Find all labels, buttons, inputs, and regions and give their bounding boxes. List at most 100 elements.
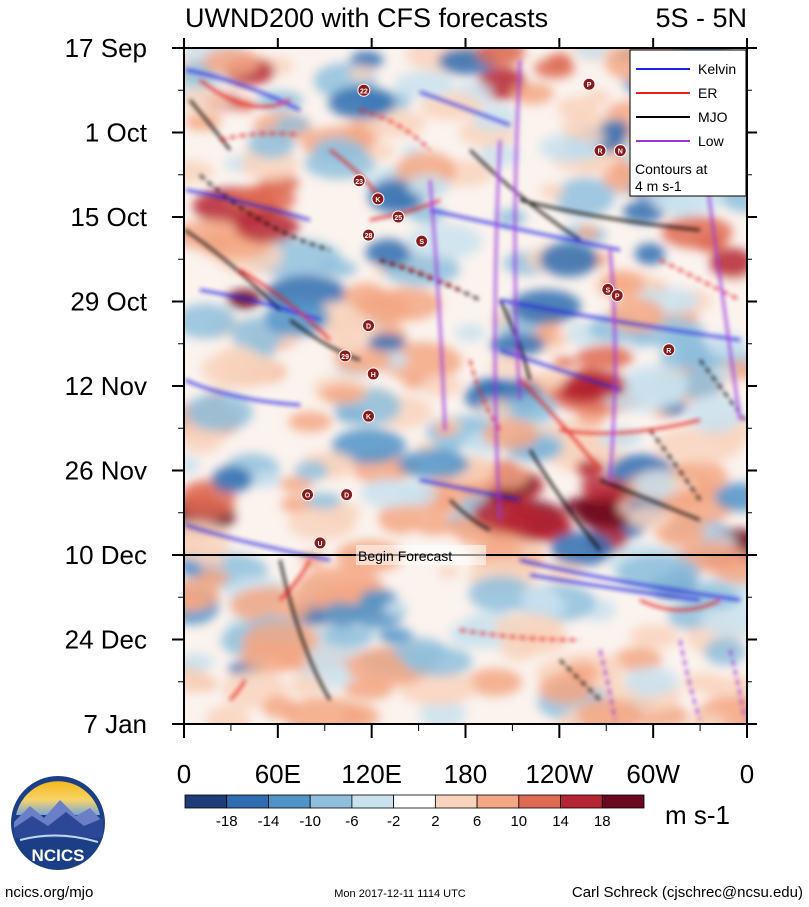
shading-patch (184, 653, 215, 672)
y-tick-label: 10 Dec (65, 540, 147, 570)
storm-marker-label: R (666, 348, 671, 355)
shading-patch (710, 365, 736, 379)
shading-patch (184, 669, 214, 693)
shading-patch (378, 627, 414, 644)
legend-label-kelvin: Kelvin (698, 61, 736, 77)
shading-patch (499, 634, 538, 662)
shading-patch (359, 589, 398, 606)
colorbar-swatch (601, 794, 645, 809)
storm-marker-label: 23 (355, 179, 363, 186)
shading-patch (544, 559, 583, 584)
storm-marker-label: 25 (394, 215, 402, 222)
colorbar-swatch (268, 794, 311, 809)
y-tick-label: 17 Sep (65, 33, 147, 63)
colorbar-label: 18 (594, 813, 611, 830)
shading-patch (634, 243, 666, 265)
shading-patch (448, 621, 494, 649)
shading-patch (348, 66, 375, 81)
shading-patch (576, 226, 599, 240)
colorbar-label: -14 (258, 813, 280, 830)
legend: Kelvin ER MJO Low Contours at4 m s-1 (629, 49, 747, 197)
x-tick-label: 0 (177, 759, 191, 789)
y-tick-label: 15 Oct (70, 202, 147, 232)
colorbar-label: -6 (345, 813, 358, 830)
storm-marker-label: K (366, 414, 371, 421)
shading-patch (304, 147, 376, 180)
shading-patch (184, 592, 206, 612)
footer-author: Carl Schreck (cjschrec@ncsu.edu) (572, 884, 803, 901)
legend-label-low: Low (698, 133, 725, 149)
shading-patch (414, 516, 456, 536)
shading-patch (184, 455, 201, 475)
shading-patch (321, 601, 361, 627)
shading-patch (383, 600, 409, 616)
shading-patch (328, 86, 396, 120)
shading-patch (318, 259, 358, 278)
legend-box (629, 49, 747, 197)
y-tick-label: 26 Nov (65, 456, 147, 486)
storm-marker: 25 (391, 210, 405, 224)
shading-patch (184, 86, 232, 118)
colorbar-swatch (393, 794, 436, 809)
colorbar: -18 -14 -10 -6 -2 2 6 10 14 18 (184, 794, 645, 830)
y-tick-label: 29 Oct (70, 287, 147, 317)
shading-patch (519, 542, 546, 558)
shading-patch (575, 48, 609, 60)
shading-patch (360, 478, 416, 508)
storm-marker-label: D (366, 324, 371, 331)
shading-patch (688, 712, 727, 724)
shading-patch (393, 637, 447, 665)
x-tick-label: 120E (341, 759, 402, 789)
storm-marker: K (371, 192, 385, 206)
colorbar-unit: m s-1 (665, 800, 730, 830)
shading-patch (367, 333, 406, 352)
colorbar-label: 14 (552, 813, 569, 830)
contour-line (184, 68, 741, 602)
shading-patch (580, 477, 626, 497)
shading-patch (510, 289, 581, 324)
shading-patch (319, 384, 366, 405)
shading-patch (467, 668, 523, 697)
shading-patch (562, 371, 629, 399)
storm-marker: S (601, 282, 615, 296)
chart-title: UWND200 with CFS forecasts (185, 3, 548, 33)
shading-patch (397, 449, 470, 479)
shading-patch (677, 368, 723, 399)
storm-marker: H (366, 367, 380, 381)
shading-patch (254, 471, 282, 488)
shading-patch (373, 287, 441, 321)
shading-patch (519, 585, 559, 609)
storm-marker: 28 (362, 228, 376, 242)
colorbar-swatch (351, 794, 395, 809)
shading-patch (229, 586, 314, 625)
shading-patch (192, 490, 215, 505)
colorbar-swatch (518, 794, 561, 809)
forecast-label: Begin Forecast (358, 548, 452, 564)
shading-patch (202, 48, 261, 76)
shading-patch (608, 297, 666, 333)
shading-patch (624, 666, 678, 697)
storm-marker-label: P (587, 82, 592, 89)
shading-patch (712, 555, 747, 584)
shading-patch (714, 482, 747, 512)
shading-patch (539, 183, 565, 200)
shading-patch (629, 624, 680, 649)
storm-marker: D (340, 488, 354, 502)
shading-patch (274, 115, 310, 133)
shading-patch (488, 356, 533, 376)
shading-patch (637, 288, 668, 302)
colorbar-label: -2 (387, 813, 400, 830)
storm-marker: P (610, 288, 624, 302)
colorbar-label: 10 (510, 813, 527, 830)
shading-patch (262, 695, 297, 719)
shading-patch (496, 208, 527, 227)
x-tick-label: 0 (740, 759, 754, 789)
storm-marker-label: S (419, 239, 424, 246)
storm-marker: O (301, 488, 315, 502)
shading-patch (656, 491, 733, 525)
colorbar-swatch (434, 794, 478, 809)
shading-patch (675, 342, 716, 369)
storm-marker: K (362, 409, 376, 423)
